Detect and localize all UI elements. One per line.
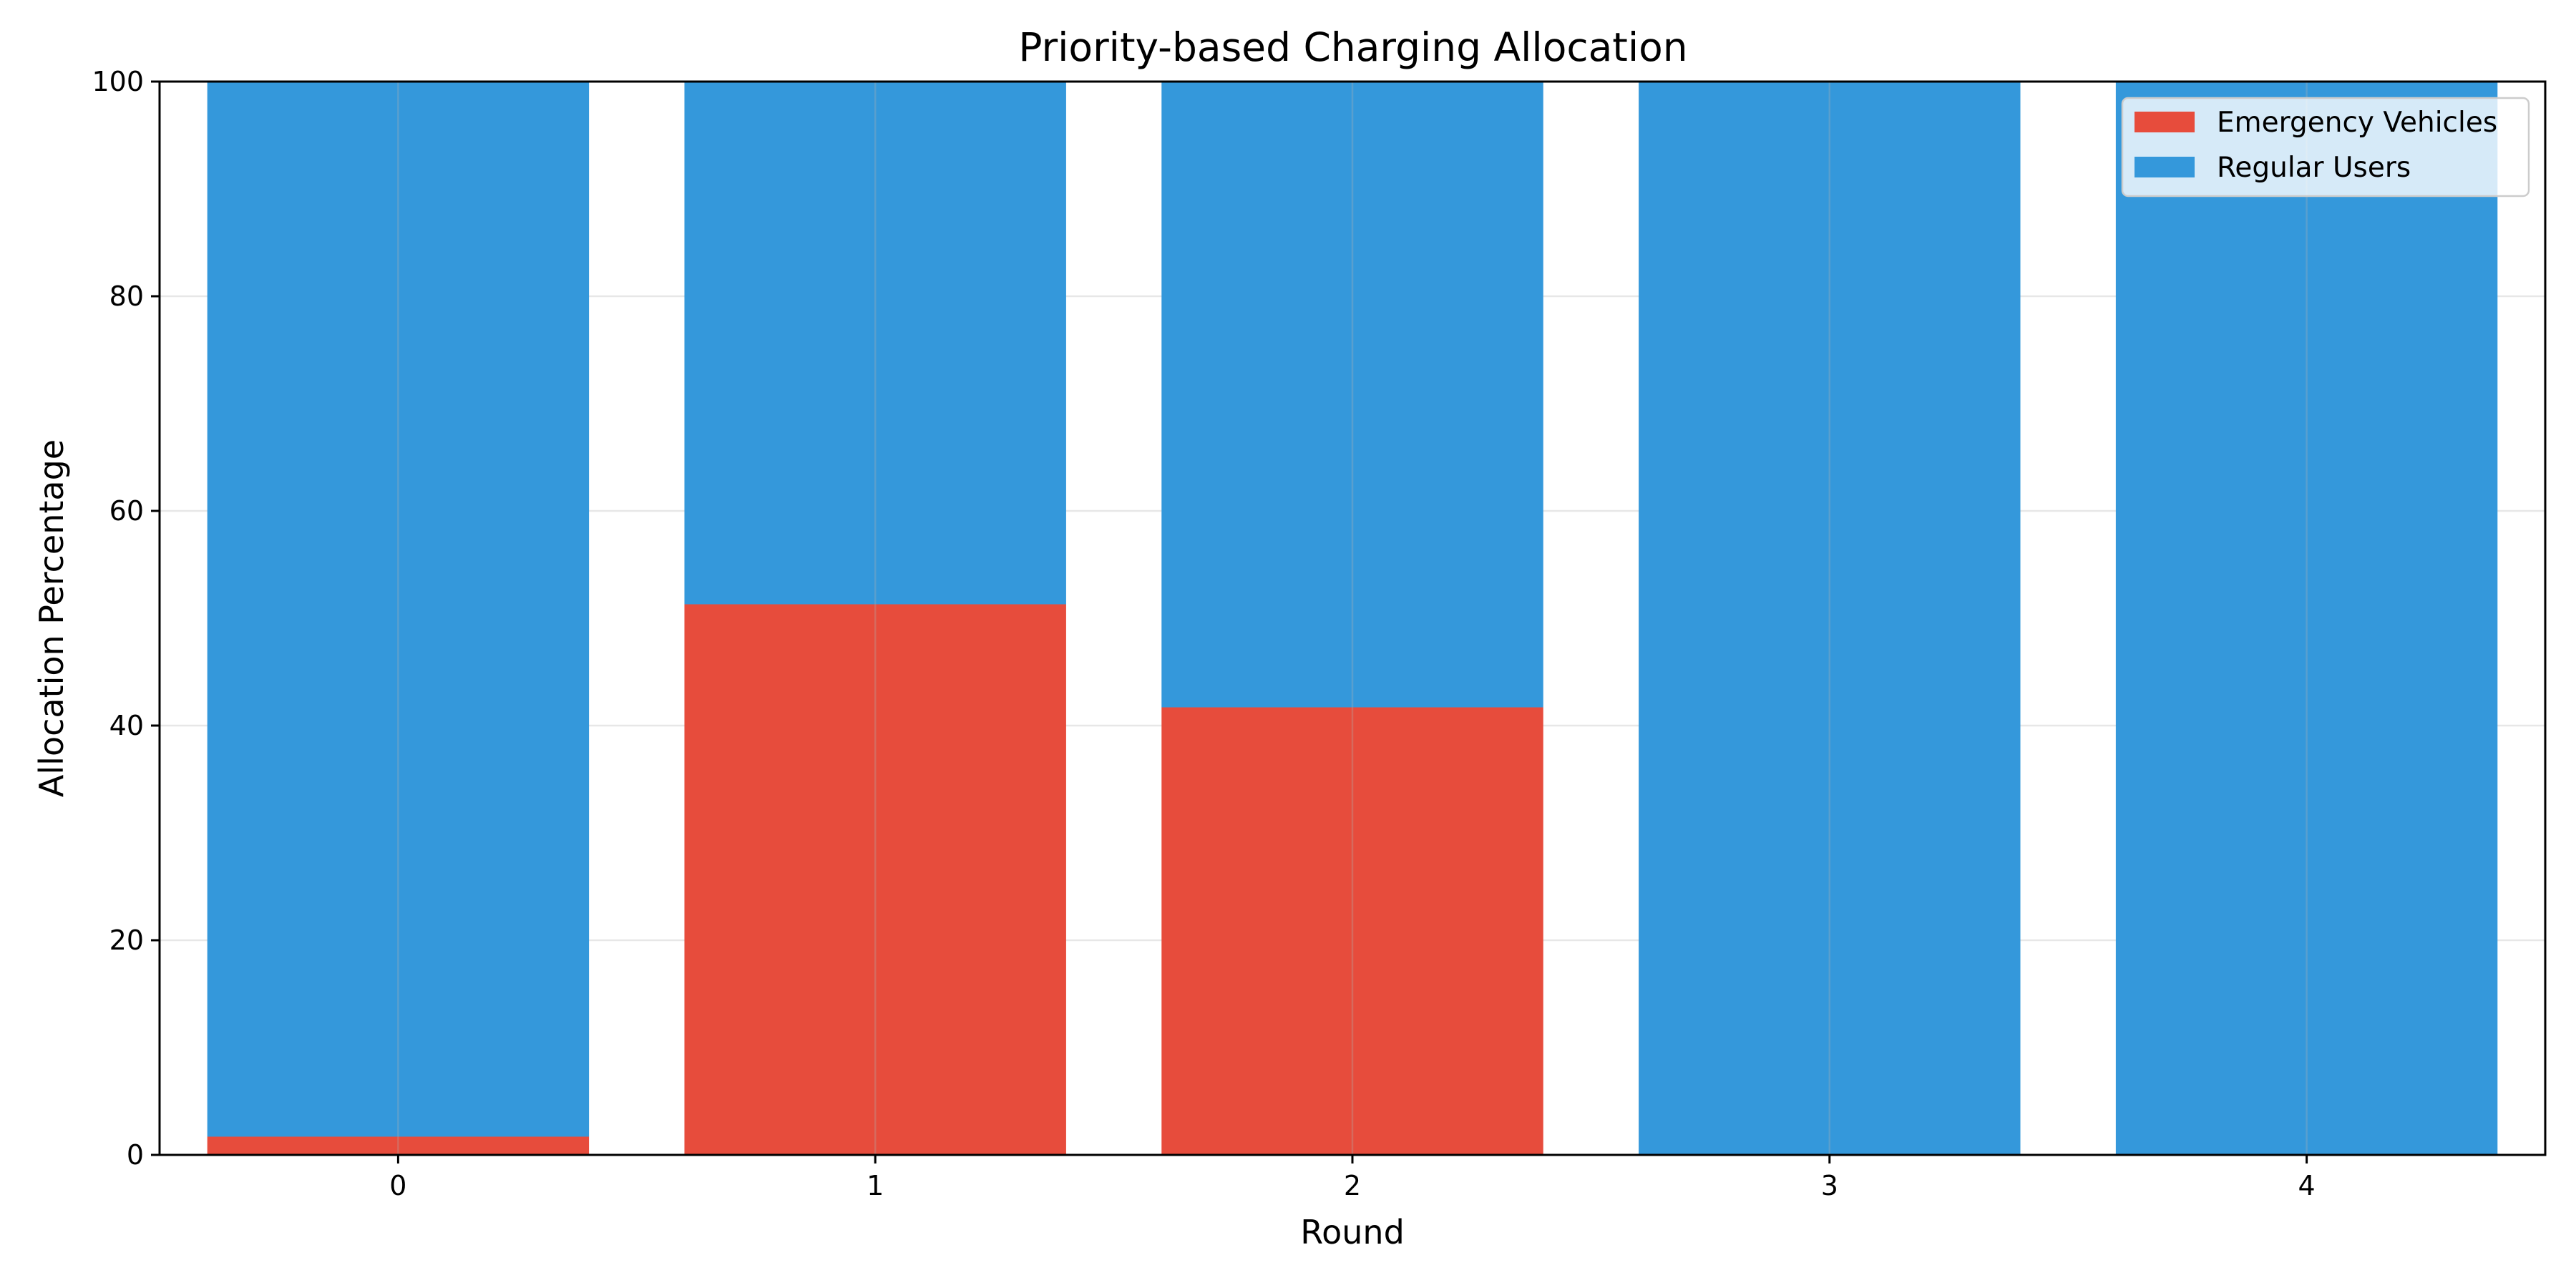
x-tick-label: 3 bbox=[1821, 1170, 1838, 1201]
chart-title: Priority-based Charging Allocation bbox=[1018, 24, 1687, 70]
y-tick-label: 20 bbox=[109, 924, 144, 956]
x-tick-label: 2 bbox=[1344, 1170, 1361, 1201]
x-tick-label: 1 bbox=[867, 1170, 884, 1201]
y-tick-label: 100 bbox=[92, 66, 144, 97]
legend-swatch-emergency-vehicles bbox=[2135, 112, 2195, 132]
bar-emergency-vehicles-round-0 bbox=[207, 1136, 590, 1155]
legend-label: Emergency Vehicles bbox=[2217, 107, 2497, 139]
axis-ticks: 0 20 40 60 80 100 0 1 2 3 4 bbox=[92, 66, 2315, 1201]
legend: Emergency Vehicles Regular Users bbox=[2121, 97, 2530, 197]
y-tick-label: 0 bbox=[127, 1139, 144, 1171]
x-axis-label: Round bbox=[1300, 1213, 1405, 1252]
x-tick-label: 4 bbox=[2298, 1170, 2316, 1201]
bar-regular-users-round-3 bbox=[1639, 82, 2021, 1155]
bars bbox=[207, 82, 2498, 1155]
y-tick-label: 80 bbox=[109, 280, 144, 312]
bar-emergency-vehicles-round-1 bbox=[684, 604, 1066, 1155]
bar-emergency-vehicles-round-2 bbox=[1161, 707, 1543, 1155]
y-tick-label: 60 bbox=[109, 495, 144, 527]
x-tick-label: 0 bbox=[389, 1170, 406, 1201]
bar-regular-users-round-1 bbox=[684, 82, 1066, 605]
vertical-gridlines bbox=[397, 82, 2308, 1155]
legend-label: Regular Users bbox=[2217, 152, 2411, 184]
legend-frame bbox=[2121, 97, 2530, 197]
bar-regular-users-round-0 bbox=[207, 82, 590, 1137]
y-axis-label: Allocation Percentage bbox=[32, 439, 71, 797]
bar-regular-users-round-4 bbox=[2115, 82, 2498, 1155]
y-tick-label: 40 bbox=[109, 710, 144, 741]
bar-regular-users-round-2 bbox=[1161, 82, 1543, 708]
legend-swatch-regular-users bbox=[2135, 157, 2195, 177]
